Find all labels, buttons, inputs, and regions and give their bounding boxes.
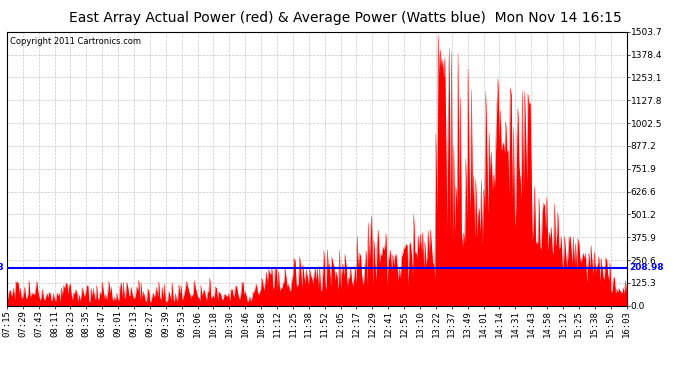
Text: 208.98: 208.98 bbox=[629, 263, 664, 272]
Text: Copyright 2011 Cartronics.com: Copyright 2011 Cartronics.com bbox=[10, 38, 141, 46]
Text: East Array Actual Power (red) & Average Power (Watts blue)  Mon Nov 14 16:15: East Array Actual Power (red) & Average … bbox=[68, 11, 622, 25]
Text: 208.98: 208.98 bbox=[0, 263, 4, 272]
